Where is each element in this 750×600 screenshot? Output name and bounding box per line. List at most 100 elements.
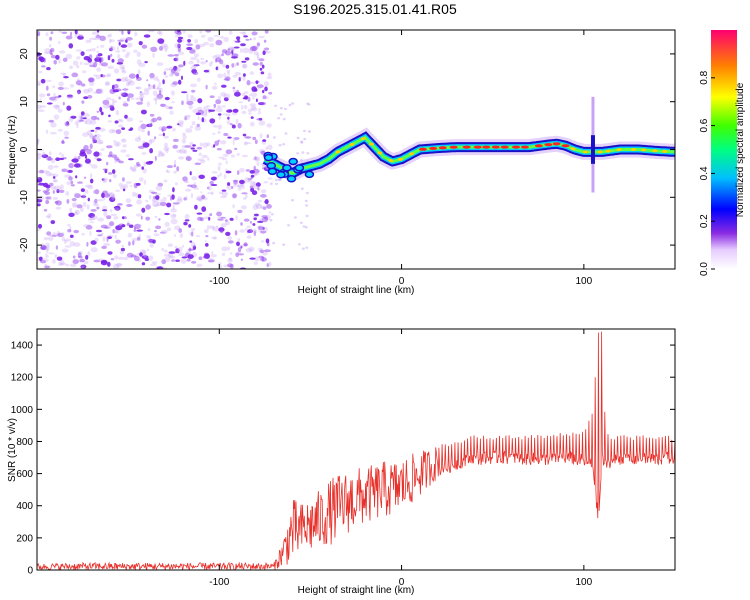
noise-blob [181,100,184,106]
noise-blob [184,219,190,222]
noise-blob [200,57,205,61]
noise-blob [230,63,237,68]
noise-blob [130,166,137,171]
noise-blob [260,225,265,231]
noise-blob [221,191,228,197]
noise-blob [113,84,119,89]
noise-blob [55,206,62,210]
noise-blob [99,88,104,94]
noise-blob [209,213,213,217]
noise-blob [192,144,196,147]
noise-blob [192,71,199,76]
noise-blob [239,31,245,34]
noise-blob [162,79,165,85]
noise-blob [253,31,258,35]
noise-blob [109,151,113,157]
noise-blob [56,188,60,194]
noise-blob [102,209,108,212]
noise-blob [178,51,185,55]
noise-blob [163,45,169,50]
ridge-hotspot [377,151,383,155]
noise-blob [61,236,65,242]
noise-blob [135,213,142,217]
noise-blob [305,246,309,249]
noise-blob [112,101,115,107]
noise-blob [96,199,104,202]
noise-blob [174,72,180,77]
noise-blob [142,142,150,148]
noise-blob [151,198,156,203]
noise-blob [109,196,116,203]
noise-blob [236,241,240,246]
noise-blob [252,223,256,226]
noise-blob [86,204,90,210]
noise-blob [44,245,50,251]
ridge-blob [294,164,305,172]
noise-blob [83,224,90,228]
noise-blob [69,207,73,213]
noise-blob [156,62,164,66]
noise-blob [240,245,243,249]
noise-blob [88,77,94,83]
noise-blob [92,191,97,194]
noise-blob [241,192,248,195]
noise-blob [155,97,163,101]
noise-blob [66,199,70,204]
noise-blob [101,62,108,67]
noise-blob [241,183,245,190]
noise-blob [166,125,173,129]
noise-blob [264,81,269,87]
noise-blob [114,207,120,211]
noise-blob [140,215,143,220]
noise-blob [126,51,131,56]
noise-blob [183,221,188,226]
noise-blob [194,39,198,44]
noise-blob [208,216,211,221]
noise-blob [125,181,132,184]
noise-blob [225,160,228,165]
noise-blob [38,70,43,74]
noise-blob [262,218,266,222]
noise-blob [111,195,115,200]
noise-blob [175,67,181,72]
ridge-hotspot [631,148,636,151]
noise-blob [124,76,129,82]
noise-blob [101,178,105,181]
noise-blob [70,184,75,187]
noise-blob [171,259,176,262]
ridge-blob [286,175,297,183]
noise-blob [282,117,286,121]
noise-blob [137,145,145,149]
noise-blob [213,236,217,240]
noise-blob [116,263,123,266]
noise-blob [265,238,270,244]
noise-blob [172,202,180,205]
noise-blob [253,217,257,221]
noise-blob [117,203,123,206]
noise-blob [120,44,128,48]
noise-blob [159,231,166,234]
noise-blob [221,49,228,54]
noise-blob [238,101,244,104]
noise-blob [152,76,159,81]
noise-blob [262,139,267,142]
noise-blob [37,152,42,158]
noise-blob [56,256,63,261]
noise-blob [128,73,136,79]
noise-blob [46,67,51,71]
noise-blob [75,49,82,52]
noise-blob [147,228,151,232]
noise-blob [207,192,214,195]
noise-blob [169,110,174,115]
noise-blob [87,95,93,99]
noise-blob [94,189,100,195]
top-y-tick-label: 20 [19,48,30,60]
noise-blob [90,178,94,184]
noise-blob [241,92,246,97]
noise-blob [89,173,93,179]
noise-blob [155,99,157,105]
noise-blob [64,136,69,139]
noise-blob [251,190,258,196]
noise-blob [231,124,236,129]
noise-blob [217,113,222,116]
